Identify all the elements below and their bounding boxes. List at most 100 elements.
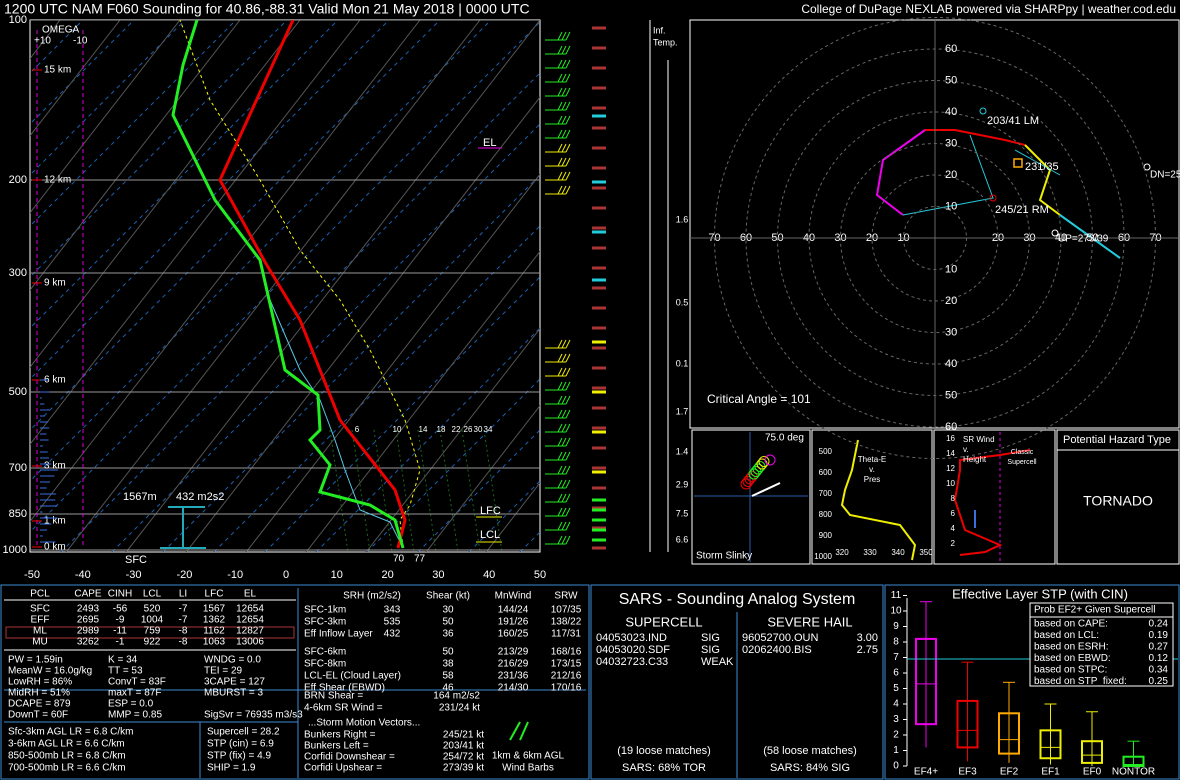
temp-label: -40	[75, 569, 91, 581]
hazard-title: Potential Hazard Type	[1063, 434, 1171, 446]
prob-label: based on STP_fixed:	[1034, 676, 1127, 687]
kin-cell: LCL-EL (Cloud Layer)	[304, 671, 401, 682]
pressure-label: 100	[9, 14, 27, 26]
index: maxT = 87F	[108, 688, 161, 699]
hodo-traces	[877, 108, 1150, 258]
height-label: 0 km	[44, 542, 66, 553]
line	[510, 722, 520, 740]
kin-cell: SFC-1km	[304, 605, 346, 616]
barb-flag	[562, 88, 566, 96]
prob-value: 0.25	[1149, 676, 1169, 687]
barb-flag	[558, 424, 562, 432]
sars-hail: SEVERE HAIL	[767, 614, 852, 629]
up-label: UP=273/39	[1058, 234, 1109, 245]
kin-cell: 144/24	[498, 605, 529, 616]
index: MidRH = 51%	[8, 688, 70, 699]
stp-ytick: 11	[891, 590, 902, 601]
stp-category: EF0	[1083, 767, 1102, 778]
barb-flag	[558, 522, 562, 530]
kin-cell: 138/22	[551, 617, 582, 628]
stp-ytick: 6	[893, 668, 899, 679]
isotherm	[163, 20, 695, 552]
inferred-header: Inf.	[653, 25, 666, 35]
match-class: WEAK	[701, 656, 734, 668]
kin-cell: 343	[384, 605, 401, 616]
sr-title: v.	[963, 445, 969, 454]
barb-flag	[562, 452, 566, 460]
kin-cell: SFC-6km	[304, 647, 346, 658]
omega: OMEGA	[42, 25, 80, 36]
kin-cell: 191/26	[498, 617, 529, 628]
barb-flag	[566, 508, 570, 516]
barb-flag	[558, 88, 562, 96]
mean-wind	[1014, 159, 1022, 167]
dry-adiabat	[240, 20, 660, 560]
motion-title: ...Storm Motion Vectors...	[308, 718, 420, 729]
slinky-frame	[692, 430, 810, 564]
sr-height: 10	[946, 479, 955, 488]
barb-flag	[558, 508, 562, 516]
prob-value: 0.19	[1149, 630, 1169, 641]
mixing-ratio-label: 14	[419, 425, 428, 434]
index: SigSvr = 76935 m3/s3	[204, 710, 303, 721]
slinky-circle	[765, 455, 775, 465]
dry-adiabat	[120, 20, 540, 560]
omega-tick: -10	[73, 36, 88, 47]
motion: Bunkers Left =	[304, 741, 369, 752]
barb-flag	[558, 130, 562, 138]
barb-flag	[558, 466, 562, 474]
parcel-header: LFC	[205, 589, 224, 600]
match: 02062400.BIS	[742, 644, 812, 656]
temp-label: -10	[227, 569, 243, 581]
theta-e-title: v.	[869, 465, 875, 474]
theta-e-x: 340	[891, 548, 905, 557]
barb-flag	[566, 494, 570, 502]
stp-category: EF4+	[914, 767, 938, 778]
barb-flag	[558, 410, 562, 418]
barb-flag	[558, 536, 562, 544]
parcel-cell: 13006	[236, 637, 264, 648]
barb-flag	[566, 438, 570, 446]
lapse-rate: Sfc-3km AGL LR = 6.8 C/km	[8, 727, 134, 738]
sr-height: 4	[951, 524, 956, 533]
inferred-value: 1.7	[676, 406, 689, 416]
temp-label: 40	[483, 569, 495, 581]
dry-adiabat	[0, 20, 360, 560]
barb-flag	[566, 424, 570, 432]
kin-cell: 58	[442, 671, 454, 682]
isotherm	[112, 20, 644, 552]
barb-flag	[566, 144, 570, 152]
barb-flag	[566, 88, 570, 96]
barb-flag	[566, 410, 570, 418]
kin-cell: 36	[442, 629, 454, 640]
kin-cell: 168/16	[551, 647, 582, 658]
barb-flag	[558, 46, 562, 54]
theta-e-pressure: 1000	[814, 552, 832, 561]
parcel-header: LI	[179, 589, 187, 600]
prob-label: based on ESRH:	[1034, 642, 1109, 653]
inferred-value: 1.6	[676, 214, 689, 224]
motion: 254/72 kt	[443, 752, 484, 763]
inferred-value: 0.1	[676, 358, 689, 368]
isotherm	[214, 20, 746, 552]
result: SARS: 68% TOR	[622, 762, 706, 774]
kin-cell: 173/15	[551, 659, 582, 670]
parcel-cell: -9	[116, 615, 125, 626]
dry-adiabat	[300, 20, 720, 560]
mixing-ratio-label: 30	[474, 425, 483, 434]
kin-cell: 50	[442, 617, 454, 628]
index: MMP = 0.85	[108, 710, 162, 721]
barb-flag	[562, 116, 566, 124]
theta-e-pressure: 500	[819, 447, 833, 456]
sfc-dewpoint: 70	[393, 554, 405, 565]
temp-label: -30	[126, 569, 142, 581]
pressure-label: 200	[9, 174, 27, 186]
parcel-header: LCL	[143, 589, 162, 600]
parcel-cell: 1362	[203, 615, 226, 626]
parcel-cell: 12827	[236, 626, 264, 637]
mixing-ratio-label: 6	[355, 425, 360, 434]
barb-flag	[558, 60, 562, 68]
brn: 164 m2/s2	[433, 691, 480, 702]
match-size: 2.75	[857, 644, 878, 656]
match-class: SIG	[701, 632, 720, 644]
